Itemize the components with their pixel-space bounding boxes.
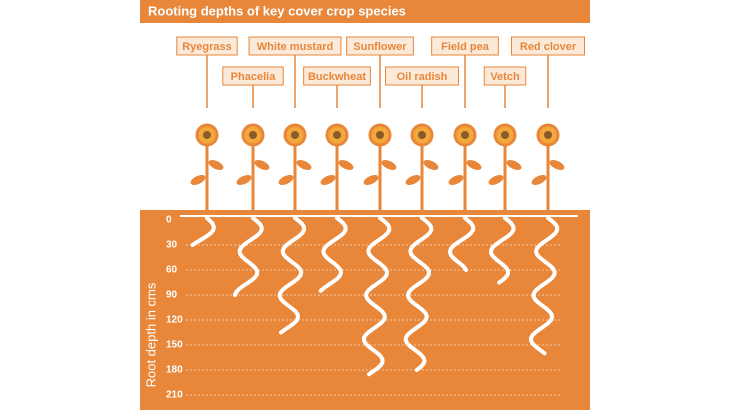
category-label: Vetch (490, 71, 520, 83)
label-box (303, 66, 371, 86)
plant-flower-center (203, 131, 211, 139)
plant-leaf (363, 175, 379, 185)
plant-flower-center (418, 131, 426, 139)
plant-leaf (448, 175, 464, 185)
category-label: Oil radish (397, 71, 448, 83)
plant-leaf (488, 175, 504, 185)
plant-leaf (531, 175, 547, 185)
title-band (140, 0, 590, 23)
plant-leaf (208, 160, 224, 170)
y-axis-title: Root depth in cms (143, 282, 158, 387)
plant-leaf (254, 160, 270, 170)
root (233, 216, 264, 297)
plant-flower-center (249, 131, 257, 139)
category-label: Sunflower (353, 41, 407, 53)
root (447, 216, 476, 272)
root (277, 216, 306, 335)
root (528, 216, 560, 356)
category-label: Ryegrass (182, 41, 232, 53)
plant-flower-center (461, 131, 469, 139)
y-tick-label: 0 (166, 215, 172, 226)
category-label: Field pea (441, 41, 490, 53)
plant-leaf (423, 160, 439, 170)
label-box (176, 36, 238, 56)
plant-leaf (381, 160, 397, 170)
y-tick-label: 60 (166, 265, 178, 276)
plant-flower-center (501, 131, 509, 139)
plant-leaf (236, 175, 252, 185)
label-box (511, 36, 585, 56)
plant-flower-center (544, 131, 552, 139)
root (403, 216, 434, 372)
plant-leaf (320, 175, 336, 185)
plant-leaf (190, 175, 206, 185)
plant-leaf (296, 160, 312, 170)
category-label: Phacelia (231, 71, 277, 83)
plant-leaf (338, 160, 354, 170)
category-label: Red clover (520, 41, 577, 53)
soil (140, 210, 590, 410)
plant-leaf (506, 160, 522, 170)
root (318, 216, 348, 293)
category-label: Buckwheat (308, 71, 366, 83)
plant-flower-center (333, 131, 341, 139)
y-tick-label: 150 (166, 340, 183, 351)
label-box (385, 66, 459, 86)
chart-title: Rooting depths of key cover crop species (148, 3, 406, 18)
root (489, 216, 516, 285)
plant-leaf (549, 160, 565, 170)
plant-flower-center (291, 131, 299, 139)
y-tick-label: 120 (166, 315, 183, 326)
y-tick-label: 210 (166, 390, 183, 401)
plant-leaf (278, 175, 294, 185)
root (190, 216, 216, 247)
y-tick-label: 90 (166, 290, 178, 301)
label-box (248, 36, 342, 56)
label-box (346, 36, 414, 56)
label-box (483, 66, 527, 86)
label-box (222, 66, 284, 86)
y-tick-label: 180 (166, 365, 183, 376)
category-label: White mustard (257, 41, 333, 53)
root (361, 216, 392, 377)
plant-leaf (405, 175, 421, 185)
plant-leaf (466, 160, 482, 170)
y-tick-label: 30 (166, 240, 178, 251)
label-box (431, 36, 499, 56)
plant-flower-center (376, 131, 384, 139)
